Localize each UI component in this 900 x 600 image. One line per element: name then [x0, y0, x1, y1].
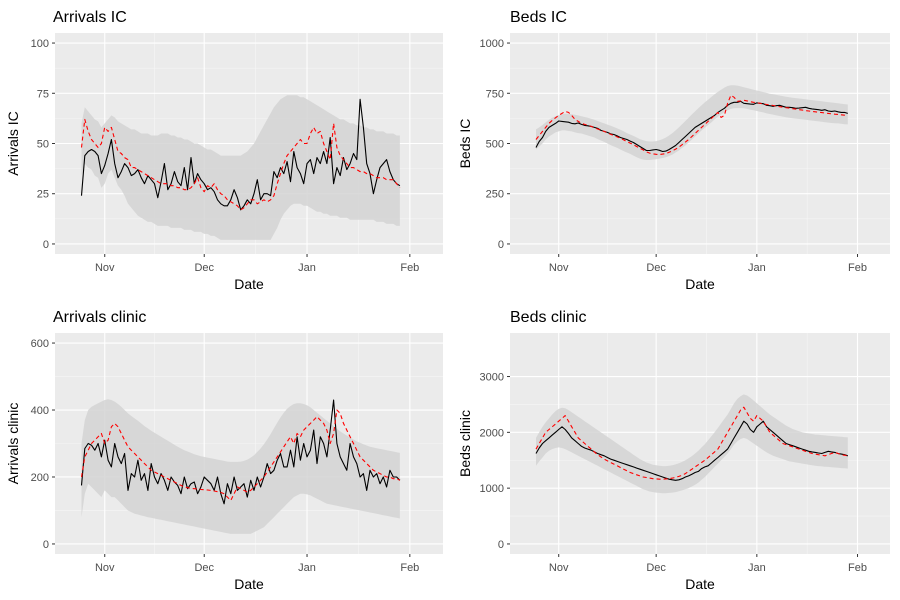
chart-title: Arrivals clinic — [53, 309, 146, 326]
x-tick-label: Jan — [298, 262, 316, 274]
chart-panel-1: 0 25 50 75 100 Nov Dec Jan Feb Arrivals IC Date Arr… — [5, 9, 443, 292]
series-line-predicted — [535, 406, 848, 480]
x-axis-label: Date — [234, 276, 264, 292]
y-tick-label: 0 — [43, 239, 49, 251]
y-tick-label: 0 — [498, 539, 504, 551]
chart-title: Beds IC — [510, 9, 567, 26]
y-tick-label: 3000 — [480, 372, 504, 384]
chart-panel-3: 0 200 400 600 Nov Dec Jan Feb Arrivals clinic Dat… — [5, 309, 443, 592]
x-tick-label: Nov — [549, 262, 569, 274]
x-tick-label: Feb — [848, 562, 867, 574]
y-tick-label: 0 — [43, 539, 49, 551]
y-axis-label: Beds clinic — [457, 410, 473, 477]
y-tick-label: 500 — [486, 139, 504, 151]
prediction-interval-ribbon — [536, 85, 848, 160]
y-axis-label: Beds IC — [457, 119, 473, 169]
series-line-predicted — [80, 118, 401, 211]
prediction-interval-ribbon — [536, 394, 848, 494]
x-tick-label: Feb — [400, 562, 419, 574]
series-line-predicted — [80, 409, 401, 501]
y-axis-label: Arrivals clinic — [5, 403, 21, 485]
y-tick-label: 1000 — [480, 483, 504, 495]
y-tick-label: 100 — [31, 38, 49, 50]
series-line-predicted — [535, 94, 848, 156]
x-axis-label: Date — [685, 276, 715, 292]
prediction-interval-ribbon — [81, 399, 400, 534]
y-tick-label: 250 — [486, 189, 504, 201]
x-tick-label: Dec — [194, 562, 214, 574]
chart-panel-2: 0 250 500 750 1000 Nov Dec Jan Feb Beds IC Date Bed… — [457, 9, 890, 292]
series-line-observed — [80, 399, 401, 505]
x-tick-label: Nov — [549, 562, 569, 574]
y-tick-label: 200 — [31, 472, 49, 484]
x-tick-label: Feb — [848, 262, 867, 274]
x-tick-label: Jan — [748, 262, 766, 274]
x-tick-label: Feb — [400, 262, 419, 274]
y-tick-label: 1000 — [480, 38, 504, 50]
x-tick-label: Nov — [95, 262, 115, 274]
x-tick-label: Dec — [646, 562, 666, 574]
y-tick-label: 50 — [37, 139, 49, 151]
y-tick-label: 2000 — [480, 427, 504, 439]
x-tick-label: Dec — [194, 262, 214, 274]
y-tick-label: 25 — [37, 189, 49, 201]
y-tick-label: 75 — [37, 88, 49, 100]
y-tick-label: 400 — [31, 405, 49, 417]
chart-title: Arrivals IC — [53, 9, 127, 26]
x-axis-label: Date — [234, 576, 264, 592]
x-tick-label: Nov — [95, 562, 115, 574]
series-line-observed — [535, 420, 848, 481]
chart-panel-4: 0 1000 2000 3000 Nov Dec Jan Feb Beds clinic Date… — [457, 309, 890, 592]
chart-title: Beds clinic — [510, 309, 586, 326]
x-tick-label: Jan — [748, 562, 766, 574]
series-line-observed — [535, 100, 848, 153]
x-axis-label: Date — [685, 576, 715, 592]
y-tick-label: 750 — [486, 88, 504, 100]
y-tick-label: 600 — [31, 338, 49, 350]
y-axis-label: Arrivals IC — [5, 111, 21, 176]
y-tick-label: 0 — [498, 239, 504, 251]
series-line-observed — [80, 98, 401, 211]
x-tick-label: Jan — [298, 562, 316, 574]
x-tick-label: Dec — [646, 262, 666, 274]
